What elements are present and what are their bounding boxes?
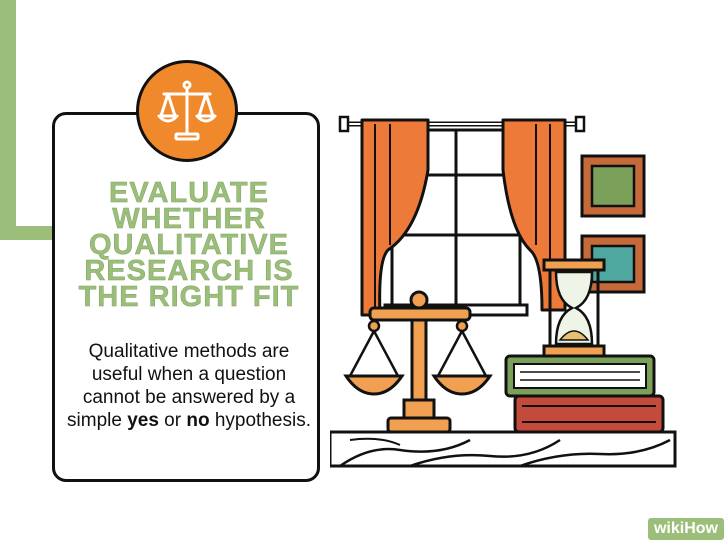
emphasis-no: no [186,410,210,431]
step-title: EVALUATE WHETHER QUALITATIVE RESEARCH IS… [64,177,314,313]
title-line: EVALUATE [109,177,269,209]
wikihow-logo: wikiHow [647,518,724,540]
hourglass-icon [542,258,606,358]
scales-illustration [343,290,493,434]
description-text: hypothesis. [209,410,311,431]
scales-badge [136,60,238,162]
step-description: Qualitative methods are useful when a qu… [66,340,312,432]
logo-wiki: wiki [653,520,685,537]
title-line: WHETHER [112,203,266,235]
title-line: RESEARCH IS [84,255,294,287]
books-stack [504,354,665,434]
scales-icon [157,80,217,141]
emphasis-yes: yes [127,410,159,431]
description-text: Qualitative methods are useful when a qu… [67,341,296,431]
picture-frames [580,154,646,294]
wooden-table [330,430,677,468]
title-line: THE RIGHT FIT [78,281,300,313]
room-illustration [330,115,677,468]
title-line: QUALITATIVE [88,229,290,261]
info-card [52,112,320,482]
logo-how: How [684,520,718,537]
description-text: or [158,410,187,431]
